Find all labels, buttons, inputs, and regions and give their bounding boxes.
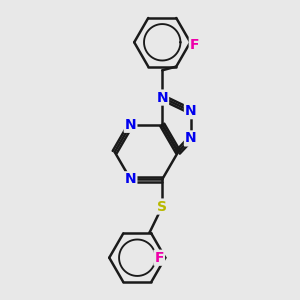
Text: F: F — [154, 251, 164, 265]
Text: N: N — [185, 131, 197, 146]
Text: F: F — [190, 38, 199, 52]
Text: N: N — [125, 118, 136, 132]
Text: N: N — [125, 172, 136, 186]
Text: N: N — [156, 91, 168, 105]
Text: N: N — [185, 104, 197, 118]
Text: S: S — [157, 200, 167, 214]
